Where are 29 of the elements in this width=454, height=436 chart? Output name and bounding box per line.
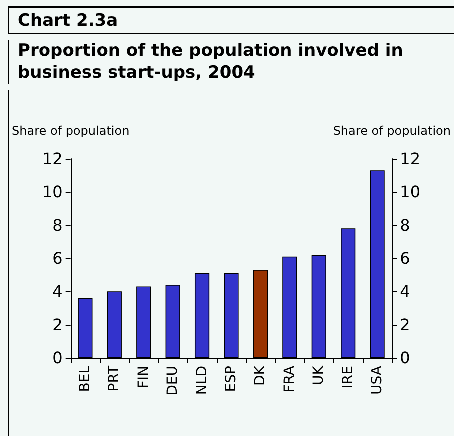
y-tick-label: 8 (52, 216, 63, 235)
x-tick-label: FIN (136, 366, 152, 389)
y-tick-label: 4 (52, 282, 63, 302)
y-tick-label: 12 (42, 150, 63, 168)
x-tick-label: UK (311, 365, 328, 386)
x-tick-label: PRT (106, 366, 123, 392)
x-tick-label: DK (252, 365, 269, 386)
x-tick-label: FRA (282, 366, 298, 393)
y2-tick-label: 10 (400, 182, 421, 202)
chart-title: Chart 2.3a (8, 6, 454, 34)
y-tick-label: 10 (42, 182, 63, 202)
chart-subtitle: Proportion of the population involved in business start-ups, 2004 (8, 40, 448, 84)
y-tick-label: 2 (52, 315, 63, 334)
y2-tick-label: 4 (400, 282, 410, 302)
y2-tick-label: 0 (400, 348, 410, 368)
y2-tick-label: 12 (400, 150, 421, 168)
y-axis-title: Share of population (12, 124, 130, 138)
x-tick-label: NLD (194, 366, 210, 396)
y-tick-label: 0 (52, 348, 63, 368)
y2-tick-label: 8 (400, 216, 410, 235)
x-tick-label: DEU (165, 366, 182, 396)
y2-tick-label: 6 (400, 249, 410, 268)
x-tick-label: ESP (224, 366, 240, 392)
x-tick-label: USA (370, 366, 386, 395)
x-tick-label: IRE (340, 366, 356, 389)
y2-tick-label: 2 (400, 315, 410, 334)
y2-axis-title: Share of population (333, 124, 452, 138)
y-tick-label: 6 (52, 249, 63, 268)
x-tick-label: BEL (77, 366, 94, 392)
